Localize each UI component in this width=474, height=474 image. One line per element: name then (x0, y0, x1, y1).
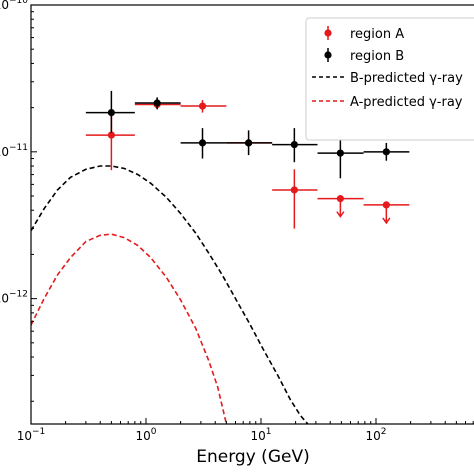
axis-ticks (30, 4, 474, 424)
data-point-s0-6 (363, 201, 410, 225)
data-point-s1-2 (180, 128, 227, 159)
marker (153, 99, 161, 107)
data-point-s0-4 (272, 169, 318, 229)
points-layer (85, 90, 410, 229)
marker (244, 139, 253, 147)
data-point-s1-3 (226, 130, 273, 156)
data-point-s0-2 (180, 100, 227, 113)
marker (290, 140, 298, 149)
legend-entry-a-predicted: A-predicted γ-ray (312, 95, 463, 110)
marker (198, 139, 207, 147)
marker (198, 102, 207, 110)
marker (382, 148, 390, 156)
marker (290, 186, 298, 194)
marker (107, 131, 115, 139)
x-tick-label-2: 101 (250, 427, 271, 443)
series-line-3 (31, 233, 228, 424)
x-axis-title: Energy (GeV) (196, 447, 309, 467)
y-tick-label-1: 10−11 (0, 143, 28, 159)
plot-clip-group (31, 90, 410, 424)
data-point-s0-0 (85, 112, 135, 171)
upper-limit-arrow (382, 217, 391, 225)
marker (336, 195, 344, 203)
data-point-s1-4 (272, 128, 318, 163)
x-tick-label-1: 100 (135, 427, 156, 443)
x-tick-label-0: 10−1 (17, 427, 46, 443)
upper-limit-arrow (336, 211, 345, 218)
marker (382, 201, 390, 209)
legend-box (305, 17, 474, 141)
y-tick-label-0: 10−10 (0, 0, 28, 12)
legend-entry-region-b: region B (324, 48, 404, 64)
legend-label-a-predicted: A-predicted γ-ray (350, 95, 463, 110)
y-tick-label-2: 10−12 (0, 290, 28, 306)
legend: region A region B B-predicted γ-ray A-pr… (305, 17, 474, 141)
axis-tick-labels: 10−1 100 101 102 10−10 10−11 10−12 (0, 0, 387, 443)
x-tick-label-3: 102 (365, 427, 386, 443)
legend-label-region-b: region B (350, 49, 404, 64)
marker (107, 108, 115, 117)
legend-entry-region-a: region A (324, 26, 404, 42)
legend-marker-region-a (324, 29, 332, 37)
marker (336, 149, 344, 157)
legend-label-region-a: region A (350, 27, 404, 42)
curves-layer (31, 165, 309, 424)
data-point-s1-1 (134, 97, 181, 110)
legend-entry-b-predicted: B-predicted γ-ray (312, 71, 463, 86)
data-point-s1-0 (85, 90, 135, 133)
data-point-s0-5 (317, 195, 364, 218)
series-line-2 (31, 165, 309, 424)
legend-marker-region-b (324, 51, 332, 59)
legend-label-b-predicted: B-predicted γ-ray (350, 71, 463, 86)
data-point-s1-6 (363, 142, 410, 161)
